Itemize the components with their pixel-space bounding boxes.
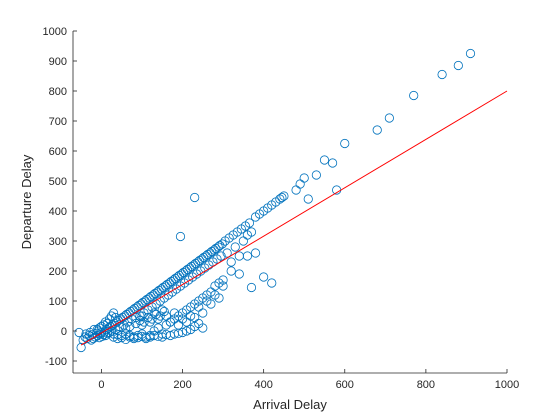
data-point — [94, 323, 104, 333]
data-point — [217, 239, 227, 249]
data-point — [190, 312, 200, 323]
data-point — [125, 321, 135, 332]
data-point — [143, 312, 153, 323]
data-point — [437, 69, 447, 80]
y-tick-label: 100 — [49, 296, 67, 308]
data-point — [319, 155, 330, 165]
data-point — [190, 192, 200, 203]
data-point — [165, 317, 175, 327]
data-point — [226, 266, 236, 276]
data-point — [92, 324, 102, 335]
x-tick-label: 600 — [336, 379, 354, 391]
data-point — [121, 323, 131, 333]
data-point — [218, 275, 228, 285]
data-point — [218, 281, 228, 291]
data-point — [95, 329, 105, 339]
data-point — [214, 293, 224, 303]
data-point — [198, 308, 208, 318]
data-point — [137, 311, 147, 321]
data-point — [384, 113, 394, 123]
data-point — [238, 236, 248, 246]
data-point — [291, 185, 301, 195]
data-point — [409, 90, 419, 101]
x-tick-label: 0 — [98, 379, 104, 391]
data-point — [108, 308, 119, 318]
fit-line — [80, 90, 508, 346]
data-point — [234, 251, 244, 261]
y-tick-label: 200 — [49, 266, 67, 278]
data-point — [216, 251, 226, 261]
y-tick-label: 600 — [49, 146, 67, 158]
data-point — [159, 306, 169, 317]
x-tick-label: 200 — [173, 379, 191, 391]
data-point — [175, 231, 186, 242]
y-tick-label: 1000 — [43, 26, 67, 38]
data-point — [102, 318, 113, 329]
data-point — [181, 326, 192, 336]
data-point — [110, 312, 121, 323]
data-point — [453, 60, 463, 71]
data-point — [267, 278, 277, 288]
x-axis-label: Arrival Delay — [253, 397, 327, 412]
data-point — [279, 191, 289, 201]
data-point — [259, 272, 269, 282]
data-point — [246, 282, 257, 293]
ticks: 0 200 400 600 800 1000 -100 0 100 200 300 400 500 600… — [43, 26, 520, 391]
data-point — [303, 194, 313, 204]
data-point — [226, 257, 236, 267]
data-point — [277, 192, 287, 203]
data-point — [135, 315, 145, 326]
data-point — [465, 48, 476, 59]
data-point — [215, 240, 225, 251]
data-point — [173, 320, 184, 330]
data-point — [242, 251, 253, 261]
data-point — [230, 242, 240, 252]
x-tick-label: 1000 — [495, 379, 519, 391]
data-point — [157, 305, 167, 315]
data-point — [137, 320, 147, 330]
data-point — [151, 309, 161, 320]
x-tick-label: 800 — [417, 379, 435, 391]
y-tick-label: 700 — [49, 116, 67, 128]
y-axis-label: Departure Delay — [19, 154, 34, 249]
y-tick-label: 900 — [49, 56, 67, 68]
data-point — [169, 308, 179, 318]
data-point — [76, 342, 86, 353]
y-tick-label: 500 — [49, 176, 67, 188]
data-point — [74, 327, 84, 338]
data-point — [222, 248, 232, 258]
data-point — [246, 227, 257, 237]
y-tick-label: 0 — [61, 326, 67, 338]
data-point — [234, 269, 244, 279]
data-point — [141, 333, 151, 344]
y-tick-label: 800 — [49, 86, 67, 98]
data-point — [372, 125, 382, 135]
data-point — [145, 317, 155, 327]
data-point — [244, 218, 255, 228]
data-point — [327, 158, 338, 168]
data-point — [311, 170, 321, 180]
axes — [72, 31, 507, 374]
data-point — [177, 327, 188, 338]
data-point — [206, 299, 216, 309]
y-tick-label: 400 — [49, 206, 67, 218]
data-point — [198, 323, 208, 333]
data-point — [340, 138, 350, 149]
data-point — [181, 317, 192, 327]
data-point — [250, 248, 261, 258]
markers-layer — [74, 48, 476, 353]
x-tick-label: 400 — [254, 379, 272, 391]
y-tick-label: -100 — [45, 356, 67, 368]
data-point — [295, 179, 305, 189]
data-point — [106, 311, 117, 321]
y-tick-label: 300 — [49, 236, 67, 248]
data-point — [149, 308, 159, 318]
data-point — [299, 173, 309, 183]
